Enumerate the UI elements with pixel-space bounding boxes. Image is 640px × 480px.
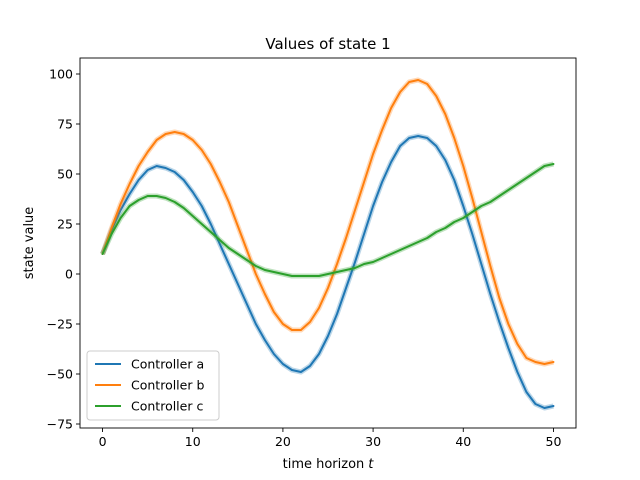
x-tick-label: 30 <box>365 434 381 449</box>
x-tick-label: 10 <box>185 434 201 449</box>
x-tick-label: 0 <box>99 434 107 449</box>
y-tick-label: 50 <box>57 167 73 182</box>
x-tick-label: 40 <box>455 434 471 449</box>
y-axis-ticks: −75 −50 −25 0 25 50 75 100 <box>47 67 80 432</box>
x-axis-label-text: time horizon <box>283 457 365 472</box>
series-line-2 <box>101 79 555 365</box>
legend-box <box>86 350 220 421</box>
x-tick-label: 50 <box>546 434 562 449</box>
x-axis-label-variable: t <box>368 457 374 472</box>
x-axis-label: time horizon t <box>283 457 375 472</box>
legend: Controller a Controller b Controller c <box>86 350 220 421</box>
y-tick-label: −25 <box>47 317 73 332</box>
y-tick-label: −50 <box>47 367 73 382</box>
series-lines <box>100 77 555 411</box>
y-tick-label: 75 <box>57 117 73 132</box>
legend-label-1: Controller a <box>131 357 204 372</box>
y-tick-label: 25 <box>57 217 73 232</box>
x-tick-label: 20 <box>275 434 291 449</box>
y-tick-label: −75 <box>47 417 73 432</box>
plot-frame <box>79 57 577 429</box>
series-line-1 <box>101 135 555 409</box>
y-axis-label: state value <box>22 207 37 280</box>
chart-title: Values of state 1 <box>265 35 390 53</box>
series-line-3 <box>101 163 555 277</box>
legend-label-3: Controller c <box>131 399 203 414</box>
y-tick-label: 100 <box>49 67 73 82</box>
y-tick-label: 0 <box>65 267 73 282</box>
x-axis-ticks: 0 10 20 30 40 50 <box>99 428 562 449</box>
legend-label-2: Controller b <box>131 378 204 393</box>
